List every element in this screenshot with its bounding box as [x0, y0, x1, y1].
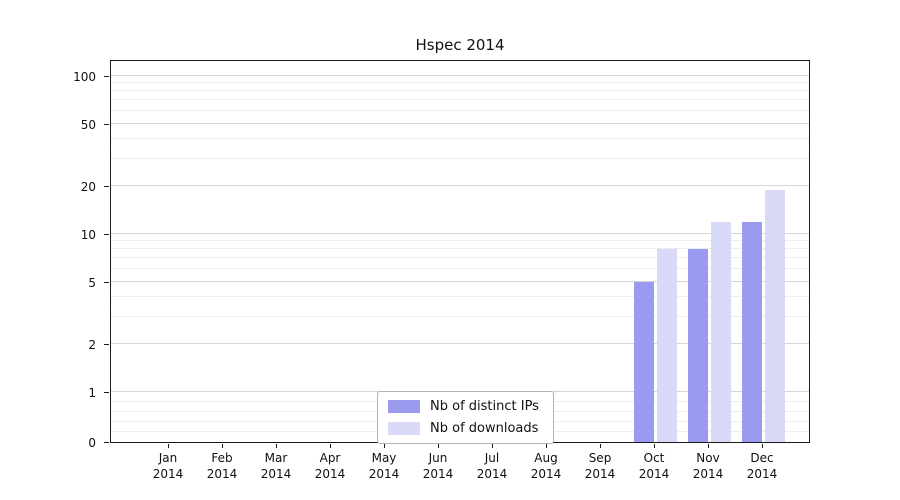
x-tick-label-feb: Feb 2014 [206, 451, 238, 481]
gridline-major [111, 75, 809, 76]
y-tick-label-0: 0 [88, 436, 96, 450]
x-axis: Jan 2014 Feb 2014 Mar 2014 Apr 2014 May 2014… [110, 444, 810, 490]
y-tick-label-5: 5 [88, 275, 96, 290]
bar-nb-of-distinct-ips-oct [633, 281, 654, 442]
y-tick-mark [104, 76, 109, 77]
x-tick-mark [654, 444, 655, 448]
x-tick-mark [276, 444, 277, 448]
y-tick-label-50: 50 [80, 117, 96, 132]
legend-item-distinct-ips: Nb of distinct IPs [388, 399, 539, 414]
plot-area [110, 60, 810, 443]
legend-swatch-distinct-ips [388, 400, 420, 413]
gridline-minor [111, 248, 809, 250]
x-tick-label-aug: Aug 2014 [530, 451, 562, 481]
bar-nb-of-downloads-dec [764, 189, 785, 442]
y-axis: 0 1 2 5 10 20 50 100 [0, 60, 110, 449]
x-tick-mark [708, 444, 709, 448]
x-tick-mark [600, 444, 601, 448]
gridline-minor [111, 90, 809, 92]
x-tick-label-nov: Nov 2014 [692, 451, 724, 481]
x-tick-label-jun: Jun 2014 [422, 451, 454, 481]
bar-nb-of-distinct-ips-nov [687, 249, 708, 442]
legend-item-downloads: Nb of downloads [388, 421, 539, 436]
bar-nb-of-downloads-oct [656, 249, 677, 442]
y-tick-mark [104, 392, 109, 393]
legend: Nb of distinct IPs Nb of downloads [377, 391, 554, 444]
x-tick-label-may: May 2014 [368, 451, 400, 481]
gridline-minor [111, 110, 809, 112]
y-tick-label-10: 10 [80, 228, 96, 242]
gridline-minor [111, 82, 809, 84]
gridline-minor [111, 315, 809, 317]
bar-nb-of-downloads-nov [710, 221, 731, 442]
legend-label-downloads: Nb of downloads [430, 421, 539, 436]
y-tick-label-20: 20 [80, 180, 96, 195]
gridline-minor [111, 257, 809, 259]
gridline-minor [111, 240, 809, 242]
y-tick-mark [104, 186, 109, 188]
x-tick-label-oct: Oct 2014 [638, 451, 670, 481]
gridline-major [111, 343, 809, 345]
x-tick-label-sep: Sep 2014 [584, 451, 616, 481]
x-tick-label-jul: Jul 2014 [476, 451, 508, 481]
y-tick-label-1: 1 [88, 386, 96, 400]
gridline-major [111, 185, 809, 187]
gridline-minor [111, 157, 809, 159]
y-tick-mark [104, 281, 109, 283]
gridline-minor [111, 268, 809, 270]
y-tick-mark [104, 123, 109, 125]
gridline-major [111, 122, 809, 124]
gridline-major [111, 280, 809, 282]
x-tick-mark [438, 444, 439, 448]
y-tick-mark [104, 442, 109, 443]
y-tick-mark [104, 344, 109, 346]
x-tick-mark [384, 444, 385, 448]
y-tick-label-2: 2 [88, 338, 96, 353]
x-tick-label-mar: Mar 2014 [260, 451, 292, 481]
x-tick-label-apr: Apr 2014 [314, 451, 346, 481]
x-tick-mark [222, 444, 223, 448]
x-tick-mark [546, 444, 547, 448]
x-tick-mark [168, 444, 169, 448]
y-tick-mark [104, 234, 109, 235]
legend-swatch-downloads [388, 422, 420, 435]
y-tick-label-100: 100 [73, 70, 96, 84]
x-tick-mark [330, 444, 331, 448]
x-tick-mark [492, 444, 493, 448]
gridline-minor [111, 137, 809, 139]
gridline-major [111, 233, 809, 234]
x-tick-label-dec: Dec 2014 [746, 451, 778, 481]
x-tick-mark [762, 444, 763, 448]
gridline-minor [111, 295, 809, 297]
gridline-minor [111, 99, 809, 101]
bar-nb-of-distinct-ips-dec [741, 221, 762, 442]
x-tick-label-jan: Jan 2014 [152, 451, 184, 481]
chart-title: Hspec 2014 [415, 36, 505, 54]
legend-label-distinct-ips: Nb of distinct IPs [430, 399, 539, 414]
